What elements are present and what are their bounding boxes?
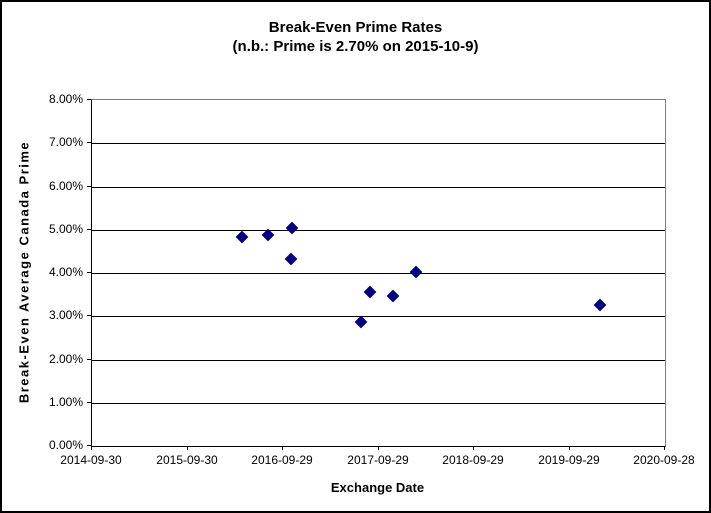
x-axis-tick [282, 446, 283, 450]
x-tick-label: 2016-09-29 [251, 453, 313, 467]
x-tick-label: 2018-09-29 [442, 453, 504, 467]
y-axis-tick [87, 99, 91, 100]
gridline [92, 273, 665, 274]
x-axis-title: Exchange Date [330, 480, 425, 495]
data-point [285, 221, 299, 235]
y-tick-label: 4.00% [48, 265, 83, 279]
data-point [386, 289, 400, 303]
y-axis-tick [87, 142, 91, 143]
data-point [235, 230, 249, 244]
y-tick-label: 3.00% [48, 308, 83, 322]
y-tick-label: 8.00% [48, 92, 83, 106]
x-tick-label: 2017-09-29 [347, 453, 409, 467]
chart-subtitle: (n.b.: Prime is 2.70% on 2015-10-9) [232, 38, 479, 55]
y-axis-tick [87, 315, 91, 316]
x-axis-tick [378, 446, 379, 450]
data-point [409, 265, 423, 279]
x-tick-label: 2019-09-29 [538, 453, 600, 467]
gridline [92, 187, 665, 188]
chart-title: Break-Even Prime Rates [268, 19, 443, 36]
x-tick-label: 2015-09-30 [156, 453, 218, 467]
y-tick-label: 2.00% [48, 352, 83, 366]
y-axis-tick [87, 272, 91, 273]
chart-title-block: Break-Even Prime Rates (n.b.: Prime is 2… [2, 18, 709, 56]
gridline [92, 360, 665, 361]
data-point [284, 252, 298, 266]
y-tick-label: 1.00% [48, 395, 83, 409]
x-axis-tick [91, 446, 92, 450]
x-axis-tick [569, 446, 570, 450]
y-tick-label: 0.00% [48, 438, 83, 452]
x-tick-label: 2020-09-28 [633, 453, 695, 467]
gridline [92, 143, 665, 144]
y-tick-label: 6.00% [48, 179, 83, 193]
gridline [92, 316, 665, 317]
data-point [363, 285, 377, 299]
x-tick-label: 2014-09-30 [60, 453, 122, 467]
y-axis-tick [87, 186, 91, 187]
data-point [593, 298, 607, 312]
plot-area [91, 99, 666, 447]
y-axis-tick [87, 359, 91, 360]
y-axis-tick [87, 402, 91, 403]
x-axis-tick [473, 446, 474, 450]
gridline [92, 403, 665, 404]
data-point [354, 315, 368, 329]
y-tick-label: 7.00% [48, 135, 83, 149]
y-tick-label: 5.00% [48, 222, 83, 236]
y-axis-tick [87, 445, 91, 446]
x-axis-tick [187, 446, 188, 450]
x-axis-tick [664, 446, 665, 450]
gridline [92, 230, 665, 231]
y-axis-tick [87, 229, 91, 230]
